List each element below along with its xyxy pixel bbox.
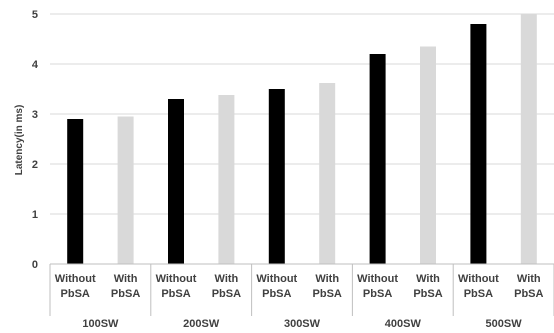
x-subcategory-label: PbSA [61,288,90,300]
x-subcategory-label: PbSA [363,288,392,300]
y-tick-label: 2 [32,159,38,171]
x-subcategory-label: With [215,273,239,285]
x-subcategory-label: PbSA [464,288,493,300]
x-subcategory-label: PbSA [313,288,342,300]
x-subcategory-label: With [114,273,138,285]
x-group-label: 300SW [284,318,321,330]
x-subcategory-label: PbSA [514,288,543,300]
x-subcategory-label: PbSA [413,288,442,300]
y-axis-label: Latency(in ms) [14,105,25,176]
x-subcategory-label: Without [458,273,499,285]
x-axis: Without PbSA With PbSA 100SW Without PbSA With P… [49,263,554,330]
bar [218,95,235,264]
x-subcategory-label: PbSA [212,288,241,300]
bar [168,99,184,264]
bar [319,83,336,264]
y-tick-label: 1 [32,209,38,221]
x-subcategory-label: Without [156,273,197,285]
bars [67,14,537,264]
y-tick-label: 0 [32,259,38,271]
x-subcategory-label: PbSA [111,288,140,300]
x-subcategory-label: Without [256,273,297,285]
y-tick-label: 5 [32,9,38,21]
x-group-label: 200SW [183,318,220,330]
bar [470,24,487,264]
x-subcategory-label: With [517,273,541,285]
x-subcategory-label: Without [55,273,96,285]
y-tick-labels: 0 1 2 3 4 5 [32,9,39,271]
bar [369,54,386,264]
bar [67,119,84,264]
x-group-label: 400SW [385,318,422,330]
x-subcategory-label: With [315,273,339,285]
bar [520,14,537,264]
x-group-label: 100SW [82,318,119,330]
bar [268,89,285,264]
bar [117,116,134,264]
x-subcategory-label: PbSA [262,288,291,300]
y-tick-label: 3 [32,109,38,121]
x-subcategory-label: With [416,273,440,285]
y-tick-label: 4 [32,59,39,71]
bar [420,46,436,264]
x-subcategory-label: Without [357,273,398,285]
gridlines [50,13,554,215]
x-group-label: 500SW [486,318,523,330]
x-subcategory-label: PbSA [161,288,190,300]
